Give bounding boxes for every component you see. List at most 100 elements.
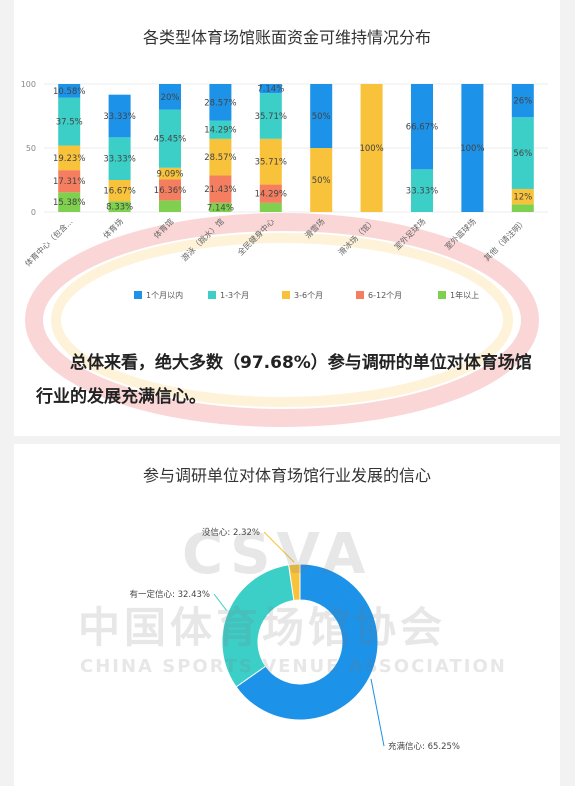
- donut-slice: [288, 563, 301, 602]
- bar-chart: 0 50 100 15.38% 17.31% 19.23% 37.5% 10.58% 体育中心（…: [21, 80, 548, 300]
- bar-segment: [108, 94, 131, 138]
- slice-label: 有一定信心: 32.43%: [130, 589, 210, 600]
- bar-data-label: 7.14%: [257, 85, 284, 95]
- bar-segment: [259, 202, 282, 212]
- bar-segment: [58, 145, 81, 171]
- legend-label: 1年以上: [450, 290, 479, 300]
- bar-segment: [108, 201, 131, 212]
- legend-swatch: [134, 291, 142, 299]
- bar-segment: [461, 84, 484, 212]
- x-tick-label: 体育场: [101, 216, 125, 240]
- bar-segment: [58, 84, 81, 98]
- bar-segment: [411, 169, 433, 212]
- bar-segment: [209, 202, 232, 212]
- bar-segment: [310, 148, 333, 212]
- bar-segment: [259, 138, 282, 185]
- bar-segment: [511, 204, 534, 212]
- x-tick-label: 游泳（跳水）馆: [179, 216, 226, 263]
- bar-data-label: 28.57%: [204, 98, 236, 108]
- bar-data-label: 100%: [359, 144, 383, 154]
- bar-segment: [58, 192, 81, 212]
- leader-line: [213, 593, 227, 611]
- x-tick-label: 滑雪场: [303, 216, 327, 240]
- bar-data-label: 56%: [513, 149, 532, 159]
- x-tick-label: 体育馆: [151, 216, 175, 240]
- bar-data-label: 8.33%: [106, 203, 133, 213]
- donut-chart: 充满信心: 65.25% 有一定信心: 32.43% 没信心: 2.32%: [130, 527, 460, 752]
- bar-data-label: 100%: [460, 144, 484, 154]
- bar-data-label: 35.71%: [255, 158, 287, 168]
- bar-data-label: 50%: [312, 176, 331, 186]
- bar-segment: [159, 84, 181, 110]
- bar-data-label: 33.33%: [103, 155, 135, 165]
- leader-line: [263, 531, 295, 563]
- stamp-watermark-ring: [25, 213, 539, 427]
- bar-data-label: 16.67%: [103, 187, 135, 197]
- bar-segment: [511, 84, 534, 118]
- slice-label: 充满信心: 65.25%: [388, 741, 460, 752]
- bar-data-label: 28.57%: [204, 153, 236, 163]
- bar-data-label: 17.31%: [53, 177, 85, 187]
- bar-data-label: 37.5%: [56, 118, 83, 128]
- bar-segment: [259, 184, 282, 203]
- bar-segment: [511, 188, 534, 205]
- leader-line: [370, 678, 385, 747]
- summary-paragraph: 总体来看，绝大多数（97.68%）参与调研的单位对体育场馆行业的发展充满信心。: [36, 353, 532, 407]
- bar-segment: [159, 167, 181, 180]
- donut-chart-title: 参与调研单位对体育场馆行业发展的信心: [142, 466, 431, 485]
- x-tick-label: 其他（请注明）: [482, 216, 529, 263]
- bar-segment: [259, 84, 282, 94]
- x-tick-label: 滑冰场（馆）: [336, 216, 377, 257]
- bar-data-label: 9.09%: [156, 170, 183, 180]
- legend-label: 1个月以内: [146, 290, 183, 300]
- bar-data-label: 10.58%: [53, 87, 85, 97]
- legend-label: 6-12个月: [368, 291, 402, 300]
- bar-segment: [58, 170, 81, 193]
- bar-data-label: 14.29%: [204, 126, 236, 136]
- legend-swatch: [282, 291, 290, 299]
- bar-data-label: 7.14%: [207, 203, 234, 213]
- bar-data-label: 20%: [161, 93, 180, 103]
- bar-data-label: 66.67%: [406, 123, 438, 133]
- legend-label: 3-6个月: [294, 291, 323, 300]
- bar-data-label: 14.29%: [255, 190, 287, 200]
- y-tick-label: 100: [21, 80, 36, 89]
- bar-data-label: 15.38%: [53, 198, 85, 208]
- watermark-en: CHINA SPORTS VENUE ASSOCIATION: [80, 656, 507, 677]
- legend-swatch: [208, 291, 216, 299]
- x-tick-label: 全民健身中心: [235, 216, 276, 257]
- bar-data-label: 35.71%: [255, 112, 287, 122]
- bar-data-label: 33.33%: [406, 187, 438, 197]
- bar-segment: [360, 84, 383, 212]
- bar-data-label: 45.45%: [154, 135, 186, 145]
- bar-segment: [159, 179, 181, 201]
- bar-data-label: 50%: [312, 112, 331, 122]
- bar-segment: [209, 138, 232, 176]
- bar-segment: [209, 175, 232, 203]
- bar-data-label: 21.43%: [204, 185, 236, 195]
- donut-slice: [221, 564, 295, 688]
- bar-data-label: 33.33%: [103, 112, 135, 122]
- bar-segment: [108, 180, 131, 202]
- legend-swatch: [438, 291, 446, 299]
- bar-segment: [209, 120, 232, 139]
- donut-chart-card: 参与调研单位对体育场馆行业发展的信心 充满信心: 65.25% 有一定信心: 32…: [14, 444, 560, 786]
- watermark-csva: CSVA: [182, 522, 372, 587]
- bar-data-label: 12%: [513, 193, 532, 203]
- bar-segment: [411, 84, 433, 170]
- x-tick-label: 体育中心（包含...: [23, 216, 75, 268]
- bar-segment: [209, 84, 232, 121]
- bar-segment: [511, 117, 534, 189]
- legend-label: 1-3个月: [220, 291, 249, 300]
- bar-chart-card: 各类型体育场馆账面资金可维持情况分布 0 50 100 15.38% 17.31% 19.…: [14, 0, 560, 436]
- slice-label: 没信心: 2.32%: [202, 527, 260, 538]
- bar-data-label: 19.23%: [53, 154, 85, 164]
- y-tick-label: 50: [26, 144, 36, 153]
- watermark-cn: 中国体育场馆协会: [78, 603, 447, 652]
- y-tick-label: 0: [31, 208, 36, 217]
- bar-segment: [108, 137, 131, 180]
- bar-data-label: 16.36%: [154, 186, 186, 196]
- bar-chart-title: 各类型体育场馆账面资金可维持情况分布: [142, 28, 431, 47]
- x-tick-label: 室外足球场: [392, 216, 427, 251]
- bar-data-label: 26%: [513, 97, 532, 107]
